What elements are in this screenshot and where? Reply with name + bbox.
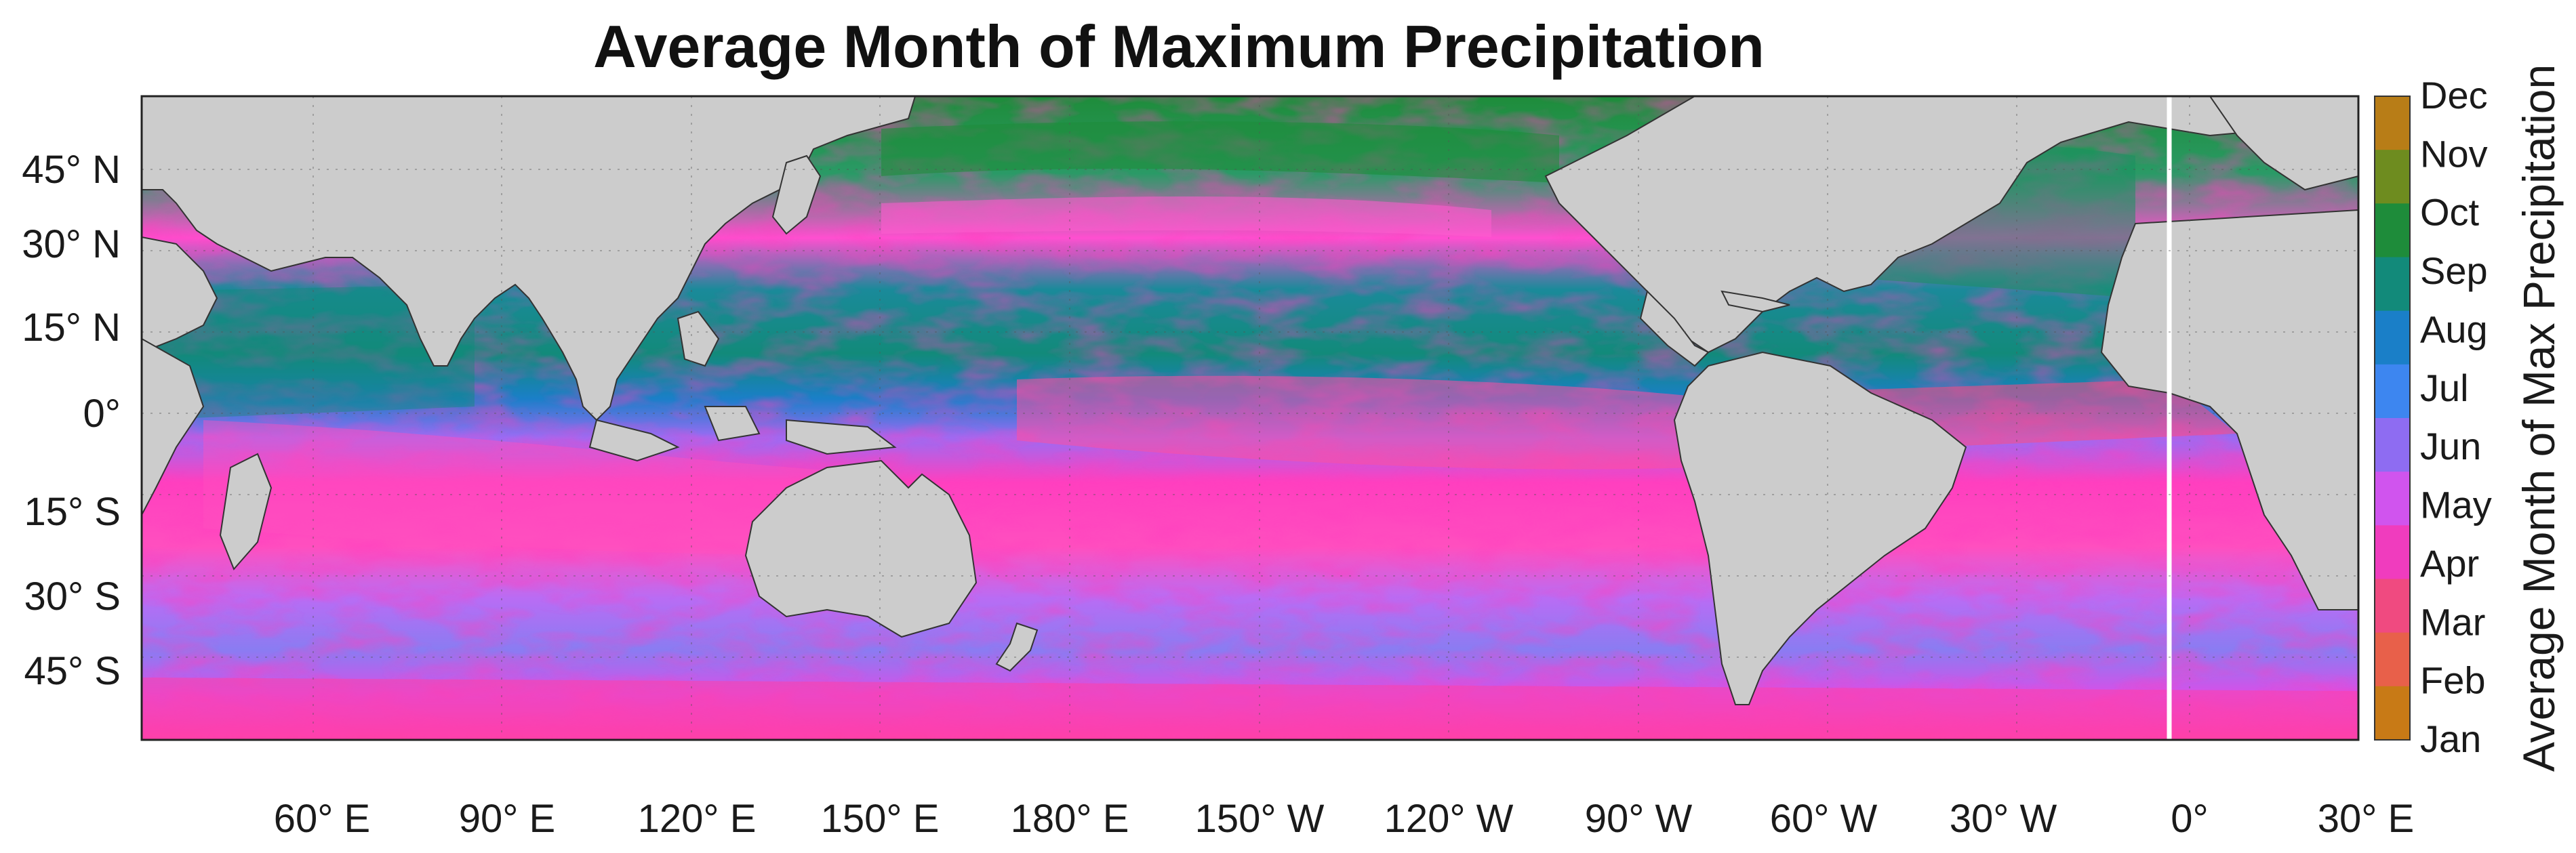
lon-tick-label: 90° W <box>1585 797 1693 841</box>
colorbar-swatch <box>2375 472 2410 526</box>
lat-tick-label: 15° S <box>24 490 121 534</box>
colorbar: Dec Nov Oct Sep Aug Jul Jun May Apr Mar Feb Jan Ave… <box>2374 64 2564 772</box>
latitude-axis: 45° N 30° N 15° N 0° 15° S 30° S 45° S <box>22 148 121 693</box>
colorbar-swatch <box>2375 310 2410 365</box>
lat-tick-label: 0° <box>83 392 121 436</box>
colorbar-swatch <box>2375 150 2410 205</box>
colorbar-swatch <box>2375 203 2410 258</box>
lon-tick-label: 30° W <box>1950 797 2057 841</box>
colorbar-swatch <box>2375 579 2410 633</box>
map-title: Average Month of Maximum Precipitation <box>593 13 1765 80</box>
colorbar-swatches <box>2375 96 2410 741</box>
lon-tick-label: 150° E <box>821 797 940 841</box>
lat-tick-label: 30° S <box>24 575 121 619</box>
colorbar-label: Dec <box>2420 74 2488 117</box>
colorbar-swatch <box>2375 96 2410 151</box>
lat-tick-label: 30° N <box>22 222 121 266</box>
colorbar-swatch <box>2375 257 2410 312</box>
lat-tick-label: 15° N <box>22 306 121 350</box>
colorbar-label: Jul <box>2420 367 2469 409</box>
map-frame <box>140 95 2360 741</box>
colorbar-label: May <box>2420 484 2492 526</box>
lon-tick-label: 120° W <box>1384 797 1514 841</box>
lat-tick-label: 45° S <box>24 649 121 693</box>
colorbar-swatch <box>2375 364 2410 419</box>
lat-tick-label: 45° N <box>22 148 121 192</box>
lon-tick-label: 30° E <box>2318 797 2415 841</box>
colorbar-frame <box>2374 96 2411 741</box>
colorbar-label: Jun <box>2420 425 2481 467</box>
colorbar-title: Average Month of Max Precipitation <box>2514 64 2564 772</box>
lon-tick-label: 90° E <box>459 797 556 841</box>
precipitation-field <box>142 96 2358 740</box>
colorbar-swatch <box>2375 632 2410 687</box>
lon-tick-label: 60° E <box>274 797 371 841</box>
colorbar-swatch <box>2375 686 2410 741</box>
lon-tick-label: 120° E <box>638 797 757 841</box>
colorbar-label: Aug <box>2420 308 2488 350</box>
colorbar-labels: Dec Nov Oct Sep Aug Jul Jun May Apr Mar Feb Jan <box>2420 74 2492 760</box>
longitude-axis: 60° E 90° E 120° E 150° E 180° E 150° W … <box>274 797 2415 841</box>
colorbar-swatch <box>2375 418 2410 473</box>
colorbar-label: Jan <box>2420 717 2481 760</box>
lon-tick-label: 60° W <box>1770 797 1878 841</box>
lon-tick-label: 0° <box>2171 797 2208 841</box>
lon-tick-label: 150° W <box>1195 797 1325 841</box>
land-masses <box>142 96 2358 705</box>
colorbar-label: Mar <box>2420 600 2485 643</box>
colorbar-label: Oct <box>2420 191 2480 234</box>
colorbar-swatch <box>2375 525 2410 580</box>
graticule <box>142 96 2358 740</box>
colorbar-label: Nov <box>2420 132 2488 175</box>
colorbar-label: Sep <box>2420 249 2488 292</box>
lon-tick-label: 180° E <box>1011 797 1129 841</box>
colorbar-label: Feb <box>2420 659 2486 702</box>
colorbar-label: Apr <box>2420 542 2479 585</box>
